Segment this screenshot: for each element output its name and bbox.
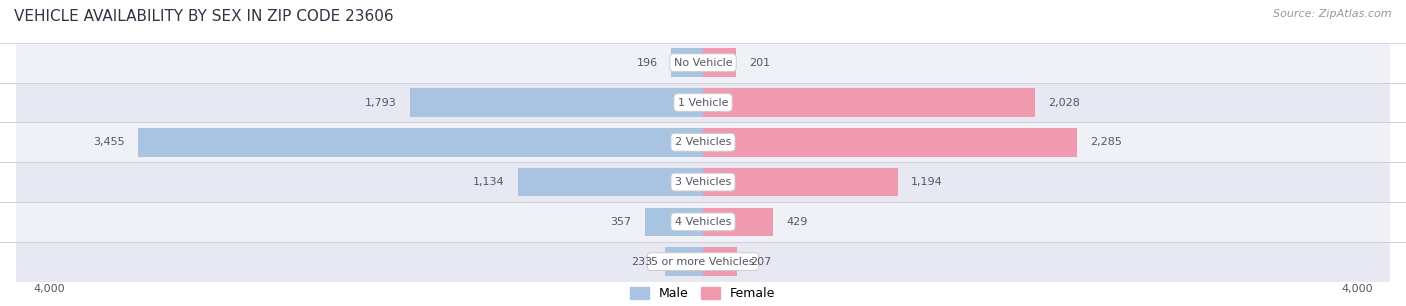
Text: No Vehicle: No Vehicle — [673, 58, 733, 68]
Bar — [665, 247, 703, 276]
Text: 1,134: 1,134 — [472, 177, 505, 187]
Bar — [17, 83, 1389, 122]
Text: 3,455: 3,455 — [93, 137, 125, 147]
Text: 429: 429 — [786, 217, 807, 227]
Text: 3 Vehicles: 3 Vehicles — [675, 177, 731, 187]
Text: 201: 201 — [749, 58, 770, 68]
Legend: Male, Female: Male, Female — [630, 286, 776, 300]
Text: 357: 357 — [610, 217, 631, 227]
Bar — [671, 48, 703, 77]
Text: 2,028: 2,028 — [1047, 98, 1080, 107]
Text: VEHICLE AVAILABILITY BY SEX IN ZIP CODE 23606: VEHICLE AVAILABILITY BY SEX IN ZIP CODE … — [14, 9, 394, 24]
Bar — [703, 168, 898, 196]
Text: Source: ZipAtlas.com: Source: ZipAtlas.com — [1274, 9, 1392, 19]
Bar — [138, 128, 703, 157]
Bar — [17, 43, 1389, 83]
Text: 4 Vehicles: 4 Vehicles — [675, 217, 731, 227]
Bar — [703, 247, 737, 276]
Bar — [703, 48, 735, 77]
Text: 207: 207 — [749, 257, 770, 267]
Text: 1,194: 1,194 — [911, 177, 943, 187]
Text: 5 or more Vehicles: 5 or more Vehicles — [651, 257, 755, 267]
Bar — [644, 207, 703, 236]
Bar — [17, 242, 1389, 282]
Bar — [517, 168, 703, 196]
Text: 233: 233 — [631, 257, 652, 267]
Text: 1 Vehicle: 1 Vehicle — [678, 98, 728, 107]
Bar — [703, 128, 1077, 157]
Bar — [17, 122, 1389, 162]
Bar — [703, 88, 1035, 117]
Text: 2,285: 2,285 — [1090, 137, 1122, 147]
Bar — [411, 88, 703, 117]
Bar — [17, 162, 1389, 202]
Text: 2 Vehicles: 2 Vehicles — [675, 137, 731, 147]
Bar — [17, 202, 1389, 242]
Bar — [703, 207, 773, 236]
Text: 196: 196 — [637, 58, 658, 68]
Text: 1,793: 1,793 — [366, 98, 396, 107]
